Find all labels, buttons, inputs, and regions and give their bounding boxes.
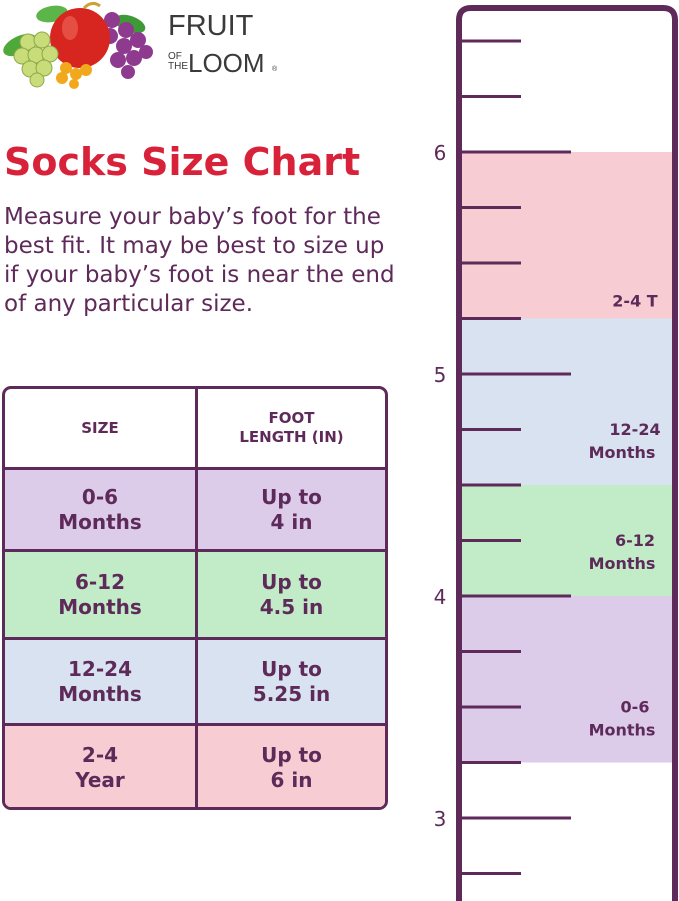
ruler-band-label-line1: 2-4 T <box>612 292 657 311</box>
length-line2: 5.25 in <box>252 681 331 706</box>
size-line1: 0-6 <box>81 484 119 509</box>
table-row: 6-12 Months Up to 4.5 in <box>5 552 385 640</box>
length-line2: 6 in <box>270 768 313 792</box>
ruler-number: 5 <box>434 363 447 387</box>
size-line1: 12-24 <box>68 656 132 681</box>
length-cell: Up to 5.25 in <box>198 640 385 723</box>
ruler-band-label-line2: Months <box>589 443 656 462</box>
length-line1: Up to <box>261 743 322 767</box>
length-line1: Up to <box>261 569 322 594</box>
fruit-cluster-icon <box>3 1 153 89</box>
ruler-band-label-line2: Months <box>589 721 656 740</box>
length-line1: Up to <box>261 656 322 681</box>
ruler-band <box>459 596 675 763</box>
brand-name-the: THE <box>168 61 188 72</box>
length-cell: Up to 4.5 in <box>198 552 385 637</box>
table-row: 12-24 Months Up to 5.25 in <box>5 640 385 726</box>
header-foot-length: FOOT LENGTH (IN) <box>198 389 385 467</box>
size-line1: 2-4 <box>81 743 119 767</box>
header-foot-length-line1: FOOT <box>268 409 315 427</box>
ruler-band-label-line1: 6-12 <box>615 531 655 550</box>
size-line2: Months <box>58 681 142 706</box>
length-line1: Up to <box>261 484 322 509</box>
ruler-band <box>459 318 675 485</box>
size-line2: Months <box>58 509 142 534</box>
length-line2: 4 in <box>270 509 313 534</box>
brand-logo: FRUIT OF THE LOOM ® <box>0 0 300 90</box>
table-row: 2-4 Year Up to 6 in <box>5 726 385 807</box>
page-title: Socks Size Chart <box>4 140 361 184</box>
size-line1: 6-12 <box>74 569 126 594</box>
length-cell: Up to 4 in <box>198 470 385 549</box>
table-header-row: SIZE FOOT LENGTH (IN) <box>5 389 385 470</box>
registered-mark: ® <box>272 66 278 73</box>
size-cell: 0-6 Months <box>5 470 198 549</box>
ruler-band-label-line2: Months <box>589 554 656 573</box>
size-cell: 6-12 Months <box>5 552 198 637</box>
length-line2: 4.5 in <box>259 594 324 619</box>
header-foot-length-line2: LENGTH (IN) <box>239 428 344 446</box>
brand-name-fruit: FRUIT <box>168 10 254 42</box>
size-cell: 12-24 Months <box>5 640 198 723</box>
page-description: Measure your baby’s foot for the best fi… <box>4 204 395 317</box>
table-row: 0-6 Months Up to 4 in <box>5 470 385 552</box>
ruler-number: 3 <box>434 807 447 831</box>
brand-name-of: OF <box>168 51 182 62</box>
ruler-band-label-line1: 12-24 <box>609 420 660 439</box>
ruler-number: 4 <box>434 585 447 609</box>
ruler-frame <box>456 5 678 901</box>
size-cell: 2-4 Year <box>5 726 198 807</box>
length-cell: Up to 6 in <box>198 726 385 807</box>
header-size: SIZE <box>5 389 198 467</box>
ruler-band <box>459 152 675 319</box>
ruler-band-label-line1: 0-6 <box>621 698 650 717</box>
ruler-number: 6 <box>434 141 447 165</box>
brand-name-loom: LOOM <box>188 48 265 78</box>
size-line2: Months <box>58 594 142 619</box>
size-table: SIZE FOOT LENGTH (IN) 0-6 Months Up to 4 in… <box>2 386 388 810</box>
size-line2: Year <box>75 768 125 792</box>
